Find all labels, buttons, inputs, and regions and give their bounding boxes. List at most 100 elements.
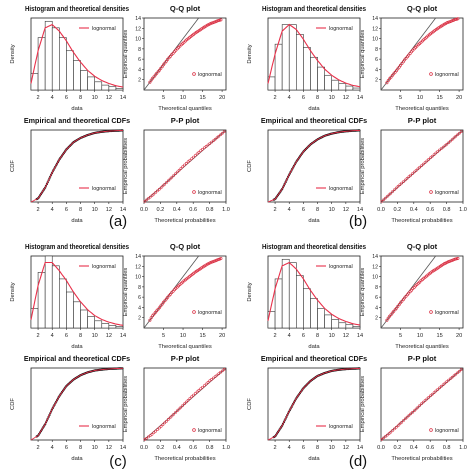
x-axis-label: data (308, 456, 320, 462)
hist-bar (94, 81, 103, 91)
x-tick-label: 4 (288, 445, 291, 451)
qq-point (211, 260, 215, 264)
y-axis-label: Empirical probabilities (123, 138, 129, 194)
pp-point (154, 191, 157, 194)
qq-point (212, 20, 216, 24)
x-tick-label: 10 (329, 207, 335, 213)
x-tick-label: 4 (288, 95, 291, 101)
plot-frame (143, 129, 227, 203)
pp-point (203, 146, 206, 150)
pp-point (208, 379, 212, 383)
cdf-plot: Empirical and theoretical CDFs data CDF 2 4 6… (10, 116, 130, 224)
pp-point (432, 391, 436, 394)
pp-point (394, 425, 398, 429)
pp-point (380, 199, 384, 203)
x-tick-label: 4 (288, 333, 291, 339)
cdf-plot: Empirical and theoretical CDFs data CDF 2 4 6… (247, 354, 367, 462)
y-tick-label: 4 (138, 67, 141, 73)
pp-point (405, 415, 409, 419)
pp-point (389, 191, 393, 195)
y-tick-label: 6 (138, 57, 141, 63)
legend-label: lognormal (198, 310, 222, 316)
x-tick-label: 2 (37, 207, 40, 213)
y-tick-label: 10 (135, 275, 141, 281)
y-axis-label: Empirical probabilities (123, 376, 129, 432)
pp-point (152, 192, 156, 196)
legend-label: lognormal (435, 310, 459, 316)
plot-frame (267, 367, 361, 441)
hist-plot: Histogram and theoretical densities data D… (247, 4, 366, 112)
y-tick-label: 10 (372, 37, 378, 43)
qq-point (400, 61, 404, 65)
pp-point (436, 388, 440, 391)
x-axis-label: Theoretical quantiles (395, 344, 449, 350)
pp-point (195, 152, 199, 156)
legend-swatch (192, 72, 196, 76)
y-tick-label: 14 (372, 16, 378, 22)
qq-point (449, 259, 453, 263)
cdf-title: Empirical and theoretical CDFs (261, 354, 367, 363)
cdf-title: Empirical and theoretical CDFs (261, 116, 367, 125)
legend-label: lognormal (329, 264, 353, 270)
qq-title: Q-Q plot (407, 4, 438, 13)
pp-point (459, 130, 463, 133)
x-tick-label: 5 (399, 333, 402, 339)
pp-point (166, 418, 170, 421)
hist-title: Histogram and theoretical densities (262, 242, 366, 251)
pp-point (454, 134, 458, 138)
legend-swatch (429, 72, 433, 76)
x-axis-label: Theoretical quantiles (158, 106, 212, 112)
pp-point (418, 165, 422, 169)
pp-point (414, 169, 418, 172)
x-tick-label: 15 (199, 95, 205, 101)
pp-point (402, 419, 405, 422)
pp-point (222, 368, 226, 371)
pp-point (454, 372, 458, 376)
pp-point (409, 412, 413, 416)
pp-point (147, 197, 150, 200)
qq-point (394, 306, 398, 310)
pp-point (177, 168, 181, 172)
pp-point (438, 386, 441, 390)
plot-frame (380, 17, 464, 91)
pp-point (213, 137, 217, 141)
x-tick-label: 0.6 (189, 445, 197, 451)
legend-label: lognormal (329, 26, 353, 32)
pp-point (145, 436, 148, 440)
y-tick-label: 2 (375, 78, 378, 84)
hist-bar (331, 319, 340, 329)
pp-point (427, 158, 431, 161)
pp-point (421, 400, 425, 404)
qq-point (456, 256, 460, 260)
qq-point (453, 17, 457, 21)
x-tick-label: 0.8 (443, 207, 451, 213)
pp-point (380, 438, 384, 441)
pp-point (204, 382, 208, 386)
pp-point (170, 175, 174, 179)
y-axis-label: Empirical quantiles (360, 268, 366, 317)
qq-point (218, 18, 222, 22)
qq-title: Q-Q plot (170, 4, 201, 13)
x-tick-label: 14 (120, 445, 126, 451)
y-tick-label: 8 (375, 285, 378, 291)
qq-point (452, 258, 456, 262)
pp-point (398, 422, 402, 426)
x-tick-label: 8 (79, 333, 82, 339)
hist-bar (73, 60, 81, 91)
x-tick-label: 20 (219, 95, 225, 101)
panel-b: Histogram and theoretical densities data D… (247, 4, 467, 230)
hist-bar (59, 37, 67, 91)
pp-point (183, 402, 186, 406)
pp-point (213, 375, 217, 378)
x-tick-label: 20 (456, 95, 462, 101)
legend-swatch (429, 190, 433, 194)
x-axis-label: data (71, 456, 83, 462)
y-tick-label: 14 (135, 16, 141, 22)
x-tick-label: 8 (79, 207, 82, 213)
x-tick-label: 1.0 (222, 207, 230, 213)
x-tick-label: 2 (37, 445, 40, 451)
qq-point (412, 47, 416, 51)
hist-bar (303, 288, 311, 329)
qq-title: Q-Q plot (170, 242, 201, 251)
